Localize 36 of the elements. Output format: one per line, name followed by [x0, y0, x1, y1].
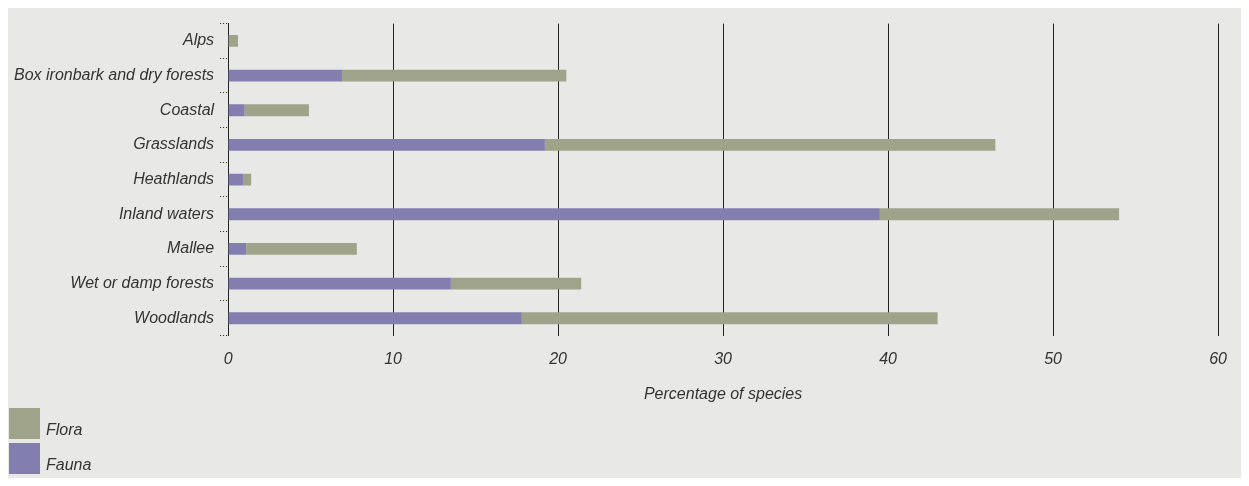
- bar: [228, 104, 245, 117]
- legend-label: Flora: [46, 421, 83, 439]
- y-tick-label: Box ironbark and dry forests: [14, 66, 215, 84]
- bar: [544, 139, 996, 151]
- bar: [228, 208, 880, 221]
- legend-label: Fauna: [46, 456, 92, 474]
- y-tick-label: Alps: [181, 31, 215, 49]
- bar: [341, 69, 567, 82]
- y-tick-label: Grasslands: [133, 135, 215, 153]
- bar: [228, 312, 522, 325]
- bar: [228, 69, 342, 82]
- bar: [521, 312, 938, 325]
- bar: [228, 35, 238, 47]
- x-tick-label: 50: [1044, 349, 1063, 367]
- bar: [879, 208, 1120, 221]
- x-tick-label: 30: [714, 349, 733, 367]
- y-tick-label: Coastal: [159, 100, 215, 118]
- x-tick-label: 10: [384, 349, 403, 367]
- bar: [228, 243, 247, 255]
- bar: [228, 277, 451, 290]
- y-tick-label: Heathlands: [133, 170, 215, 188]
- y-tick-label: Mallee: [166, 239, 215, 257]
- x-tick-label: 60: [1209, 349, 1228, 367]
- bar: [244, 104, 309, 117]
- y-tick-label: Woodlands: [134, 308, 215, 326]
- x-axis-title: Percentage of species: [643, 384, 803, 402]
- bar: [228, 173, 243, 186]
- x-tick-label: 40: [879, 349, 898, 367]
- bar: [228, 139, 545, 151]
- y-tick-label: Wet or damp forests: [70, 274, 215, 292]
- bar: [242, 173, 252, 186]
- x-tick-label: 20: [548, 349, 568, 367]
- y-tick-label: Inland waters: [118, 204, 215, 222]
- bar: [450, 277, 582, 290]
- bar: [246, 243, 357, 255]
- x-tick-label: 0: [223, 349, 233, 367]
